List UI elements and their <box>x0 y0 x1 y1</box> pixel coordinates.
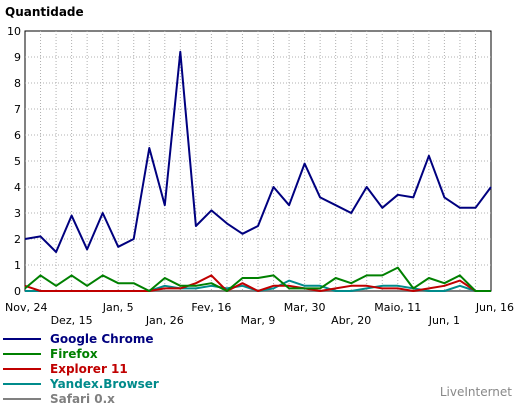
series-lines <box>24 50 492 292</box>
legend-item-yandex-browser: Yandex.Browser <box>0 376 159 391</box>
y-tick-label: 1 <box>14 259 21 272</box>
legend-swatch <box>3 337 41 340</box>
legend-label: Yandex.Browser <box>50 376 159 391</box>
source-credit: LiveInternet <box>439 385 512 399</box>
legend-swatch <box>3 382 41 385</box>
series-line-explorer-11 <box>24 274 491 292</box>
legend-item-google-chrome: Google Chrome <box>0 331 159 346</box>
y-tick-label: 6 <box>14 129 21 142</box>
y-tick-label: 2 <box>14 233 21 246</box>
line-chart: Quantidade 0 1 2 3 4 5 6 7 8 9 10 Nov, 24 Jan, 5 Fev… <box>5 5 514 327</box>
y-tick-label: 7 <box>14 103 21 116</box>
y-axis-title: Quantidade <box>5 5 84 19</box>
x-tick-label: Maio, 11 <box>374 301 421 314</box>
x-tick-label: Dez, 15 <box>51 314 93 327</box>
y-tick-label: 5 <box>14 155 21 168</box>
legend-label: Firefox <box>50 346 98 361</box>
x-tick-label: Abr, 20 <box>331 314 371 327</box>
x-tick-label: Jan, 26 <box>145 314 184 327</box>
legend: Google Chrome Firefox Explorer 11 Yandex.Br… <box>0 331 159 406</box>
legend-item-explorer-11: Explorer 11 <box>0 361 159 376</box>
grid <box>24 30 492 292</box>
series-line-firefox <box>24 266 491 292</box>
series-line-google-chrome <box>24 50 492 253</box>
legend-item-firefox: Firefox <box>0 346 159 361</box>
x-tick-label: Jan, 5 <box>102 301 134 314</box>
y-tick-label: 10 <box>7 25 21 38</box>
x-tick-label: Mar, 9 <box>241 314 276 327</box>
y-tick-label: 8 <box>14 77 21 90</box>
y-tick-labels: 0 1 2 3 4 5 6 7 8 9 10 <box>7 25 21 298</box>
x-tick-labels: Nov, 24 Jan, 5 Fev, 16 Mar, 30 Maio, 11 Jun, … <box>5 301 514 327</box>
x-tick-label: Mar, 30 <box>284 301 326 314</box>
x-tick-label: Nov, 24 <box>5 301 47 314</box>
y-tick-label: 3 <box>14 207 21 220</box>
y-tick-label: 0 <box>14 285 21 298</box>
legend-swatch <box>3 352 41 355</box>
legend-swatch <box>3 367 41 370</box>
legend-item-safari-0-x: Safari 0.x <box>0 391 159 406</box>
legend-label: Explorer 11 <box>50 361 128 376</box>
y-tick-label: 4 <box>14 181 21 194</box>
x-tick-label: Jun, 16 <box>475 301 514 314</box>
x-tick-label: Fev, 16 <box>191 301 231 314</box>
legend-label: Google Chrome <box>50 331 154 346</box>
x-tick-label: Jun, 1 <box>428 314 460 327</box>
y-tick-label: 9 <box>14 51 21 64</box>
legend-swatch <box>3 397 41 400</box>
legend-label: Safari 0.x <box>50 391 115 406</box>
